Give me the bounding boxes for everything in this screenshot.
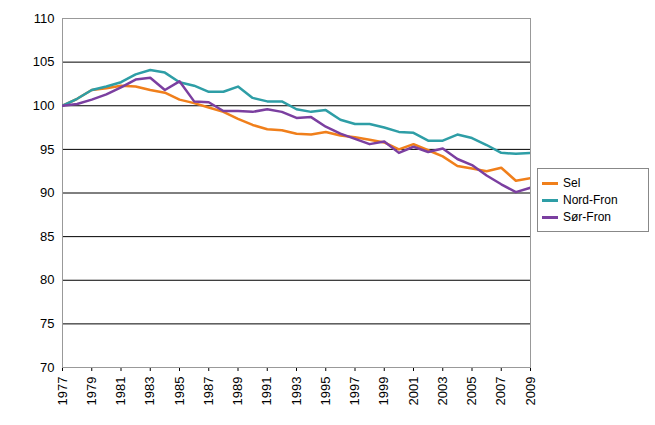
svg-text:2005: 2005 xyxy=(464,377,479,406)
svg-text:1995: 1995 xyxy=(318,377,333,406)
svg-text:2003: 2003 xyxy=(435,377,450,406)
svg-text:1987: 1987 xyxy=(201,377,216,406)
svg-text:110: 110 xyxy=(34,11,55,26)
svg-text:1985: 1985 xyxy=(172,377,187,406)
svg-text:1979: 1979 xyxy=(84,377,99,406)
svg-text:1999: 1999 xyxy=(376,377,391,406)
svg-text:2001: 2001 xyxy=(406,377,421,406)
svg-text:1993: 1993 xyxy=(289,377,304,406)
svg-text:1989: 1989 xyxy=(230,377,245,406)
svg-text:95: 95 xyxy=(40,142,54,157)
svg-text:1977: 1977 xyxy=(55,377,70,406)
svg-text:85: 85 xyxy=(40,229,54,244)
svg-text:1983: 1983 xyxy=(142,377,157,406)
svg-text:105: 105 xyxy=(33,54,55,69)
html-text:Nord-Fron: Nord-Fron xyxy=(563,193,618,207)
svg-text:90: 90 xyxy=(40,185,54,200)
html-text:Sør-Fron: Sør-Fron xyxy=(563,210,611,224)
svg-text:1981: 1981 xyxy=(113,377,128,406)
svg-text:80: 80 xyxy=(40,272,54,287)
svg-text:2009: 2009 xyxy=(523,377,538,406)
svg-text:75: 75 xyxy=(40,316,54,331)
html-text:Sel: Sel xyxy=(563,176,581,190)
svg-text:1991: 1991 xyxy=(259,377,274,406)
svg-text:100: 100 xyxy=(33,98,55,113)
svg-text:2007: 2007 xyxy=(493,377,508,406)
svg-text:1997: 1997 xyxy=(347,377,362,406)
svg-text:70: 70 xyxy=(40,360,54,375)
